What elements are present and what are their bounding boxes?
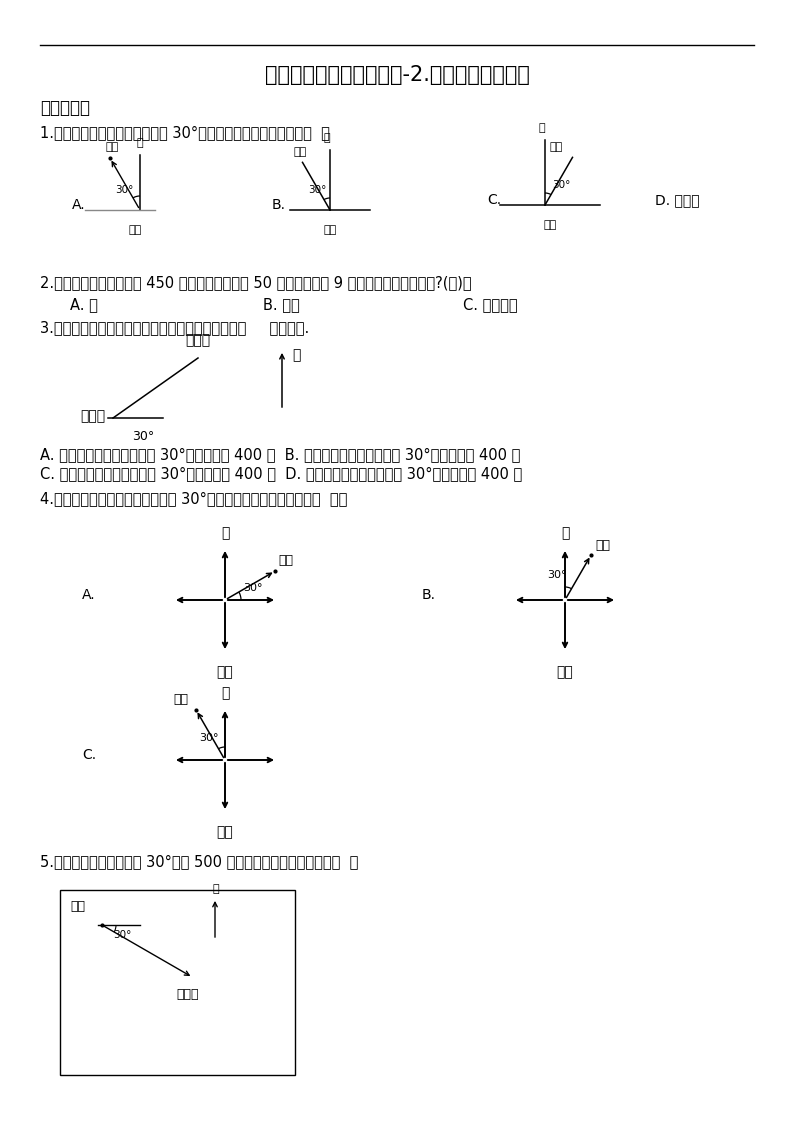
Text: 北: 北 — [324, 133, 330, 143]
Text: 广场: 广场 — [557, 665, 573, 679]
Text: 2.学校在小强家的东南面 450 米处，小强每分走 50 米，向东走了 9 分，小强能走到学校吗?(　)。: 2.学校在小强家的东南面 450 米处，小强每分走 50 米，向东走了 9 分，… — [40, 275, 472, 291]
Text: 北: 北 — [292, 348, 300, 362]
Text: 北: 北 — [221, 686, 229, 700]
Text: 学校: 学校 — [278, 554, 293, 567]
Text: 4.以广场为观察点，学校在北偏西 30°的方向上，下图中正确的是（  ）。: 4.以广场为观察点，学校在北偏西 30°的方向上，下图中正确的是（ ）。 — [40, 492, 348, 506]
Text: 1.广场为观察点，学校在北偏西 30°的方向上，下图中正确的是（  ）: 1.广场为观察点，学校在北偏西 30°的方向上，下图中正确的是（ ） — [40, 126, 330, 140]
Text: 学校: 学校 — [595, 539, 610, 553]
Text: 学校: 学校 — [173, 693, 188, 705]
Text: 小红家: 小红家 — [80, 409, 105, 423]
Text: 小明家: 小明家 — [186, 334, 210, 347]
Text: 学校: 学校 — [549, 143, 562, 153]
Text: 图书馆: 图书馆 — [177, 987, 199, 1001]
Text: A. 能: A. 能 — [70, 298, 98, 312]
Text: D. 无答案: D. 无答案 — [655, 193, 700, 207]
Text: 广场: 广场 — [217, 825, 233, 839]
Text: 一、单选题: 一、单选题 — [40, 99, 90, 117]
Text: B. 不能: B. 不能 — [263, 298, 300, 312]
Text: 广场: 广场 — [129, 225, 141, 235]
Text: A. 小明：小红在我家西偏南 30°的方向距离 400 米  B. 小明：小红在我家南偏西 30°的方向距离 400 米: A. 小明：小红在我家西偏南 30°的方向距离 400 米 B. 小明：小红在我… — [40, 447, 520, 463]
Text: 30°: 30° — [243, 583, 263, 593]
Text: 六年级上册数学单元测试-2.位置和方向（二）: 六年级上册数学单元测试-2.位置和方向（二） — [264, 65, 530, 85]
Text: 30°: 30° — [113, 930, 131, 940]
Text: 30°: 30° — [547, 570, 567, 579]
Bar — [60, 891, 295, 1075]
Text: 北: 北 — [561, 526, 569, 540]
Text: C.: C. — [82, 748, 96, 763]
Text: 广场: 广场 — [543, 220, 557, 230]
Text: 北: 北 — [221, 526, 229, 540]
Text: B.: B. — [272, 198, 286, 212]
Text: A.: A. — [72, 198, 86, 212]
Text: 北: 北 — [137, 138, 143, 148]
Text: 30°: 30° — [552, 180, 570, 190]
Text: 30°: 30° — [308, 185, 326, 195]
Text: 北: 北 — [538, 124, 545, 133]
Text: 30°: 30° — [132, 429, 154, 442]
Text: 30°: 30° — [199, 733, 219, 743]
Text: 北: 北 — [213, 884, 219, 894]
Text: B.: B. — [422, 588, 436, 602]
Text: 学校: 学校 — [294, 147, 307, 157]
Text: C.: C. — [487, 193, 501, 207]
Text: 3.如图，小明家与小红家的方向距离描述正确的是（     ）小明家.: 3.如图，小明家与小红家的方向距离描述正确的是（ ）小明家. — [40, 320, 309, 336]
Text: 广场: 广场 — [217, 665, 233, 679]
Text: 广场: 广场 — [323, 225, 337, 235]
Text: C. 小红：小明在我家南偏北 30°的方向距离 400 米  D. 小红：小明在我家北偏东 30°的方向距离 400 米: C. 小红：小明在我家南偏北 30°的方向距离 400 米 D. 小红：小明在我… — [40, 466, 522, 482]
Text: 30°: 30° — [115, 185, 133, 195]
Text: A.: A. — [82, 588, 95, 602]
Text: 5.图书馆在剧院的东偏南 30°方向 500 米处，那么剧院在图书馆的（  ）: 5.图书馆在剧院的东偏南 30°方向 500 米处，那么剧院在图书馆的（ ） — [40, 855, 358, 869]
Text: 剧院: 剧院 — [70, 900, 85, 913]
Text: 学校: 学校 — [106, 141, 118, 152]
Text: C. 不能确定: C. 不能确定 — [463, 298, 518, 312]
